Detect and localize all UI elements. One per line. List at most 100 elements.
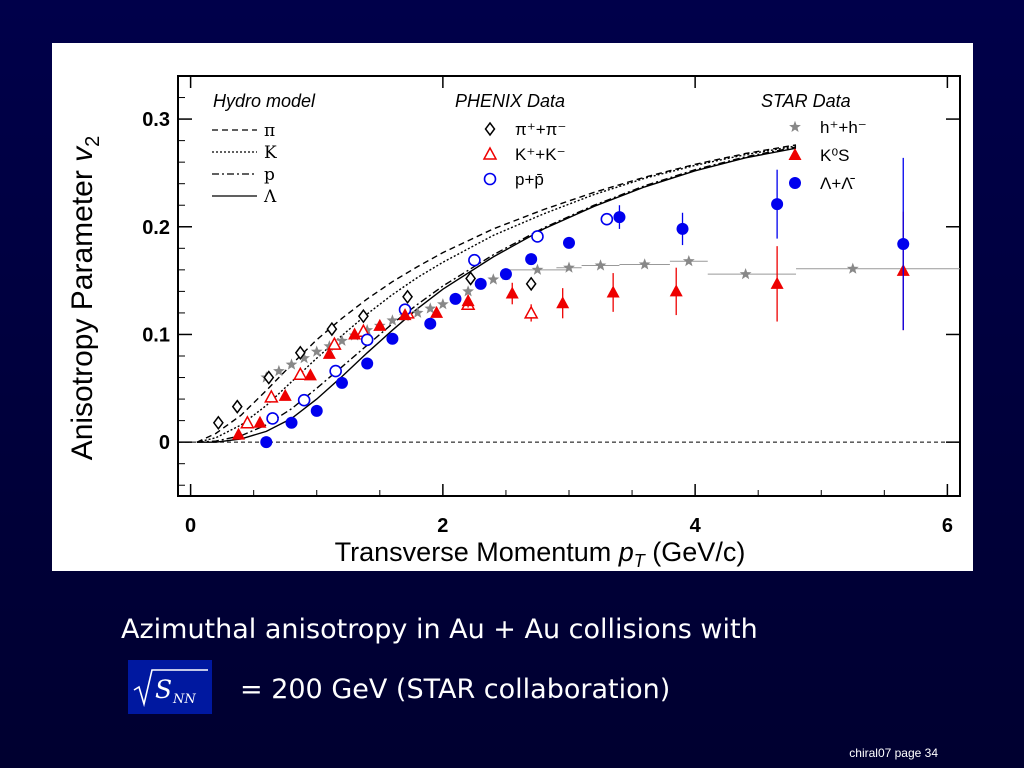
legend-label-hydro: π — [264, 121, 275, 141]
data-point — [263, 370, 275, 385]
data-point — [770, 276, 784, 289]
data-point — [386, 332, 399, 345]
data-point — [676, 222, 689, 235]
legend-marker — [483, 172, 497, 186]
data-point — [231, 399, 243, 414]
legend-label-hydro: Λ — [263, 187, 277, 207]
data-point — [273, 364, 285, 377]
data-point — [398, 308, 412, 321]
data-point — [563, 261, 575, 273]
data-point — [563, 236, 575, 249]
data-point — [465, 271, 477, 286]
legend-label-star: Λ+Λ̄ — [820, 174, 856, 193]
data-point — [361, 324, 374, 336]
y-tick-label: 0 — [159, 432, 170, 454]
data-point — [326, 321, 338, 337]
caption-line-1: Azimuthal anisotropy in Au + Au collisio… — [121, 614, 758, 645]
legend-label-phenix: π⁺+π⁻ — [515, 120, 566, 139]
data-point — [424, 302, 437, 314]
data-point — [897, 238, 910, 250]
data-point — [499, 268, 512, 281]
data-point — [771, 198, 784, 211]
legend-title-phenix: PHENIX Data — [455, 91, 565, 111]
data-point — [293, 366, 308, 381]
data-point — [348, 327, 362, 340]
legend-marker — [789, 120, 801, 132]
chart-figure: 0 2 4 6 0 0.1 0.2 0.3 Transverse Momentum pT (Ge… — [52, 43, 973, 571]
data-point — [253, 415, 267, 428]
x-tick-label: 6 — [942, 515, 953, 537]
data-point — [594, 259, 607, 271]
y-tick-label: 0.2 — [142, 217, 170, 239]
x-tick-label: 0 — [185, 515, 196, 537]
y-tick-label: 0.1 — [142, 324, 170, 346]
legend-label-hydro: p — [264, 165, 275, 185]
hydro-curve-π — [196, 144, 797, 443]
data-point — [285, 416, 298, 429]
legend-label-phenix: K⁺+K⁻ — [515, 145, 566, 164]
data-point — [461, 294, 475, 307]
caption-line-2: = 200 GeV (STAR collaboration) — [240, 674, 671, 705]
data-point — [310, 404, 323, 417]
data-point — [298, 352, 310, 364]
chart-svg: 0 2 4 6 0 0.1 0.2 0.3 Transverse Momentum pT (Ge… — [66, 75, 961, 571]
legend-title-hydro: Hydro model — [213, 91, 316, 111]
data-point — [361, 357, 374, 370]
legend-label-star: h⁺+h⁻ — [820, 118, 867, 137]
data-point — [323, 340, 336, 352]
data-point — [606, 285, 620, 298]
data-point — [531, 263, 544, 275]
data-point — [232, 427, 246, 440]
data-point — [260, 436, 273, 449]
formula-subscript: NN — [172, 692, 196, 707]
data-point — [556, 296, 570, 309]
data-point — [212, 415, 224, 431]
data-point — [336, 334, 348, 346]
data-point — [329, 364, 342, 378]
data-point — [487, 273, 500, 285]
data-point — [669, 284, 683, 297]
legend-label-star: K⁰S — [820, 146, 850, 165]
data-point — [402, 289, 413, 305]
x-tick-label: 4 — [690, 515, 702, 537]
y-axis-label-group: Anisotropy Parameter v2 — [66, 136, 104, 461]
data-point — [285, 358, 298, 370]
legend-marker — [482, 146, 498, 160]
data-point — [373, 318, 387, 331]
data-point — [327, 336, 342, 350]
legend-label-hydro: K — [264, 143, 277, 163]
data-point — [430, 305, 444, 318]
plot-frame — [177, 75, 961, 497]
data-point — [638, 258, 651, 270]
data-point — [462, 285, 474, 297]
data-point — [600, 212, 614, 226]
data-point — [613, 211, 626, 224]
x-tick-label: 2 — [437, 515, 448, 537]
data-point — [525, 276, 537, 292]
x-axis-label: Transverse Momentum pT (GeV/c) — [335, 537, 746, 571]
data-point — [360, 333, 374, 347]
data-point — [335, 376, 348, 389]
data-point — [240, 415, 255, 429]
data-point — [294, 345, 306, 361]
data-point — [682, 255, 695, 267]
legend-label-phenix: p+p̄ — [515, 170, 544, 189]
data-point — [322, 346, 336, 359]
legend-marker — [789, 177, 801, 189]
y-tick-label: 0.3 — [142, 109, 170, 131]
data-point — [386, 314, 399, 326]
data-point — [449, 292, 462, 305]
legend-title-star: STAR Data — [761, 91, 851, 111]
legend-marker — [484, 121, 496, 137]
data-point — [411, 306, 424, 318]
formula-sqrt-snn: S NN — [128, 660, 212, 714]
data-point — [437, 298, 449, 310]
data-point — [531, 230, 544, 243]
y-axis-label: Anisotropy Parameter v2 — [66, 136, 104, 461]
data-point — [739, 268, 752, 280]
data-point — [303, 368, 317, 381]
formula-root-symbol: S — [155, 675, 172, 704]
data-point — [424, 317, 437, 330]
data-point — [357, 308, 369, 324]
legend-marker — [788, 148, 802, 160]
